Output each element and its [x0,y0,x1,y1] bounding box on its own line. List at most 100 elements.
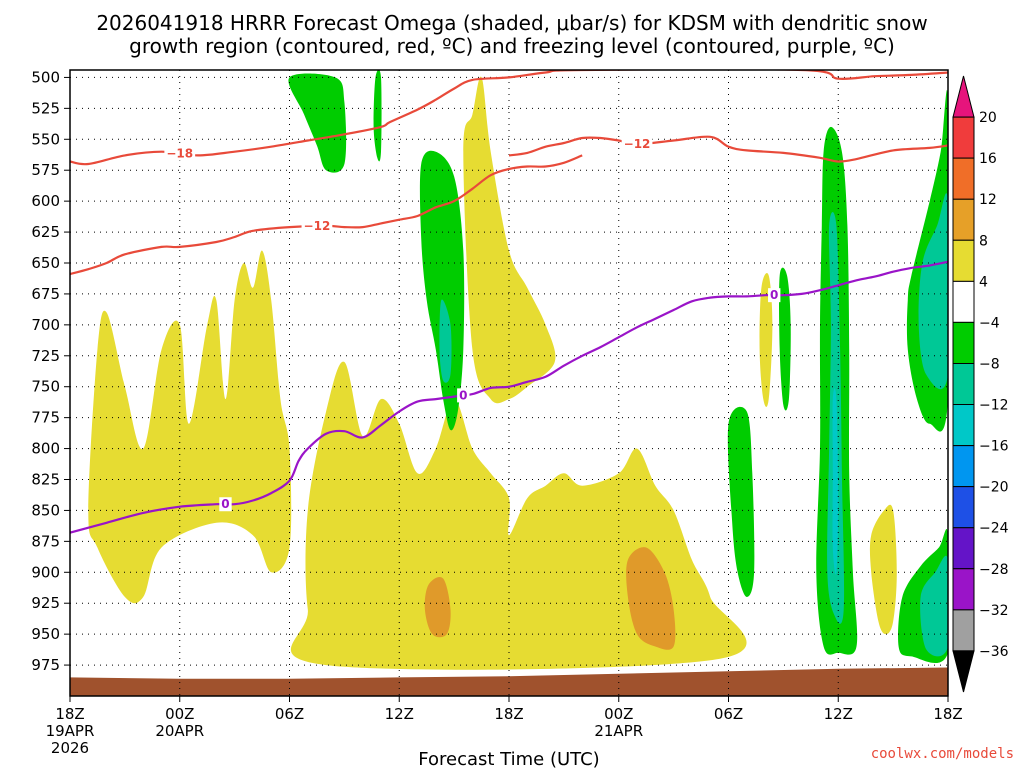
y-tick-label-850: 850 [31,501,60,519]
x-tick-label-6-0: 00Z [165,705,194,723]
descent-teal-17z-day2 [918,193,948,390]
colorbar-label-5: −4 [979,315,1000,331]
descent-green-06z-day2 [727,406,755,597]
y-tick-label-550: 550 [31,130,60,148]
descent-green-12z [419,150,465,431]
ascent-orange-21z [424,576,451,638]
x-tick-label-30-0: 00Z [604,705,633,723]
ascent-left-yellow [88,250,292,604]
colorbar-swatch-2 [952,157,975,200]
colorbar-label-8: −16 [979,439,1009,455]
colorbar-label-6: −8 [979,356,1000,372]
y-tick-label-625: 625 [31,223,60,241]
freezing-level-label-bg-2 [768,288,781,303]
descent-cyan-12z-day2 [832,388,839,575]
colorbar-swatch-9 [952,445,975,488]
x-tick-label-36-0: 06Z [714,705,743,723]
colorbar-label-3: 8 [979,233,988,249]
colorbar-swatch-6 [952,321,975,364]
dgz-minus18-line [70,70,948,166]
colorbar: 20 16 12 8 4 −4 −8 −12 −16 −20 −24 −28 −32 −36 [952,75,1009,693]
dgz-minus12-lower-label-bg [301,219,333,234]
freezing-level-label-bg [219,497,232,512]
freezing-level-label-1: 0 [459,388,467,402]
freezing-level-label-2: 0 [770,288,778,302]
freezing-level-label-bg-1 [457,388,470,403]
colorbar-swatch-0 [952,75,975,118]
y-tick-label-800: 800 [31,440,60,458]
colorbar-label-10: −24 [979,521,1009,537]
terrain-surface [70,667,948,696]
y-tick-label-875: 875 [31,532,60,550]
x-axis-label: Forecast Time (UTC) [418,749,599,768]
colorbar-swatch-10 [952,486,975,529]
ascent-orange-30z [626,547,676,650]
colorbar-swatch-4 [952,239,975,282]
chart-title-line1: 2026041918 HRRR Forecast Omega (shaded, … [96,11,927,35]
y-tick-label-525: 525 [31,99,60,117]
colorbar-label-11: −28 [979,562,1009,578]
colorbar-swatch-5 [952,280,975,323]
credit-text: coolwx.com/models [871,746,1014,762]
colorbar-swatch-13 [952,609,975,652]
freezing-level-label: 0 [221,497,229,511]
colorbar-swatch-11 [952,527,975,570]
y-tick-label-575: 575 [31,161,60,179]
y-tick-label-725: 725 [31,347,60,365]
x-tick-label-6-1: 20APR [155,722,204,740]
y-tick-label-825: 825 [31,470,60,488]
contour-lines: −18 −12 −12 0 0 0 [70,70,948,534]
colorbar-label-1: 16 [979,151,997,167]
x-tick-label-48-0: 18Z [933,705,962,723]
x-tick-label-12-0: 06Z [275,705,304,723]
descent-teal-12z [439,299,452,383]
y-tick-label-900: 900 [31,563,60,581]
terrain-layer [70,667,948,696]
ascent-mid-yellow [290,361,747,670]
colorbar-label-13: −36 [979,644,1009,660]
y-tick-label-650: 650 [31,254,60,272]
y-tick-label-975: 975 [31,656,60,674]
x-tick-label-24-0: 18Z [494,705,523,723]
x-tick-label-30-1: 21APR [594,722,643,740]
dgz-minus12-lower-line [70,154,583,276]
dgz-minus12-upper-line [508,135,948,163]
descent-green-09z [373,70,382,162]
descent-green-09z-day2 [779,267,791,411]
colorbar-swatch-3 [952,198,975,241]
descent-teal-corner [920,555,948,657]
x-tick-label-0-2: 2026 [51,739,89,757]
colorbar-label-0: 20 [979,110,997,126]
dgz-minus12-lower-label: −12 [304,219,331,233]
y-tick-label-750: 750 [31,378,60,396]
colorbar-label-9: −20 [979,480,1009,496]
colorbar-swatch-14 [952,650,975,693]
x-tick-label-0-1: 19APR [46,722,95,740]
y-axis-ticks: 500 525 550 575 600 625 650 675 700 725 750 775 800 8… [31,68,70,674]
x-tick-label-18-0: 12Z [385,705,414,723]
y-tick-label-600: 600 [31,192,60,210]
colorbar-label-4: 4 [979,274,988,290]
y-tick-label-675: 675 [31,285,60,303]
chart-title-line2: growth region (contoured, red, ºC) and f… [129,34,895,58]
dgz-minus18-label-bg [164,146,196,161]
x-tick-label-0-0: 18Z [55,705,84,723]
colorbar-swatch-12 [952,568,975,611]
colorbar-label-7: −12 [979,398,1009,414]
y-tick-label-700: 700 [31,316,60,334]
y-tick-label-500: 500 [31,68,60,86]
y-tick-label-925: 925 [31,594,60,612]
x-tick-label-42-0: 12Z [824,705,853,723]
descent-green-06z [288,73,347,173]
colorbar-swatch-7 [952,362,975,406]
dgz-minus18-label: −18 [166,147,193,161]
y-tick-label-950: 950 [31,625,60,643]
freezing-level-line [70,260,948,534]
ascent-upper-yellow [463,76,556,404]
colorbar-swatch-1 [952,116,975,159]
y-tick-label-775: 775 [31,409,60,427]
dgz-minus12-upper-label: −12 [624,137,651,151]
ascent-yellow-08z-day2 [759,272,773,407]
